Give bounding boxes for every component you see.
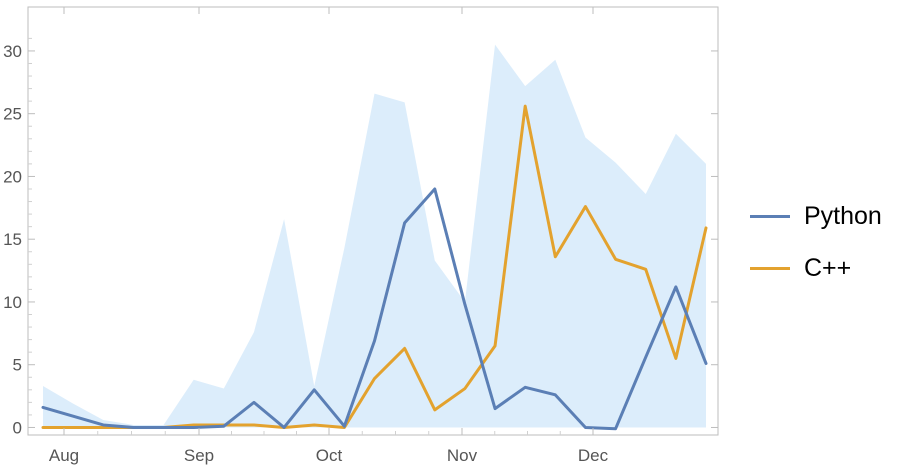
y-tick-label-20: 20: [3, 167, 22, 186]
legend-item-python: Python: [750, 190, 882, 242]
x-tick-label-Oct: Oct: [316, 446, 343, 465]
legend-swatch-cpp: [750, 266, 790, 270]
y-tick-label-0: 0: [13, 418, 22, 437]
y-tick-label-25: 25: [3, 105, 22, 124]
legend-label-python: Python: [804, 201, 882, 230]
plot-frame: [27, 6, 719, 436]
legend: Python C++: [750, 190, 882, 294]
x-tick-label-Sep: Sep: [184, 446, 214, 465]
confidence-band-layer: [43, 44, 706, 428]
y-axis-ticks: 0 5 10 15 20 25 30: [3, 37, 718, 437]
x-tick-label-Dec: Dec: [578, 446, 609, 465]
legend-swatch-python: [750, 214, 790, 218]
legend-label-cpp: C++: [804, 253, 852, 282]
series-line-python: [41, 187, 708, 431]
y-tick-label-15: 15: [3, 230, 22, 249]
confidence-band: [43, 44, 706, 428]
y-tick-label-10: 10: [3, 293, 22, 312]
series-lines: [41, 104, 708, 431]
plot-border: [27, 6, 719, 436]
x-axis-ticks: Aug Sep Oct Nov Dec: [49, 7, 609, 465]
x-tick-label-Aug: Aug: [49, 446, 79, 465]
x-tick-label-Nov: Nov: [447, 446, 478, 465]
y-tick-label-5: 5: [13, 356, 22, 375]
y-tick-label-30: 30: [3, 42, 22, 61]
legend-item-cpp: C++: [750, 242, 882, 294]
